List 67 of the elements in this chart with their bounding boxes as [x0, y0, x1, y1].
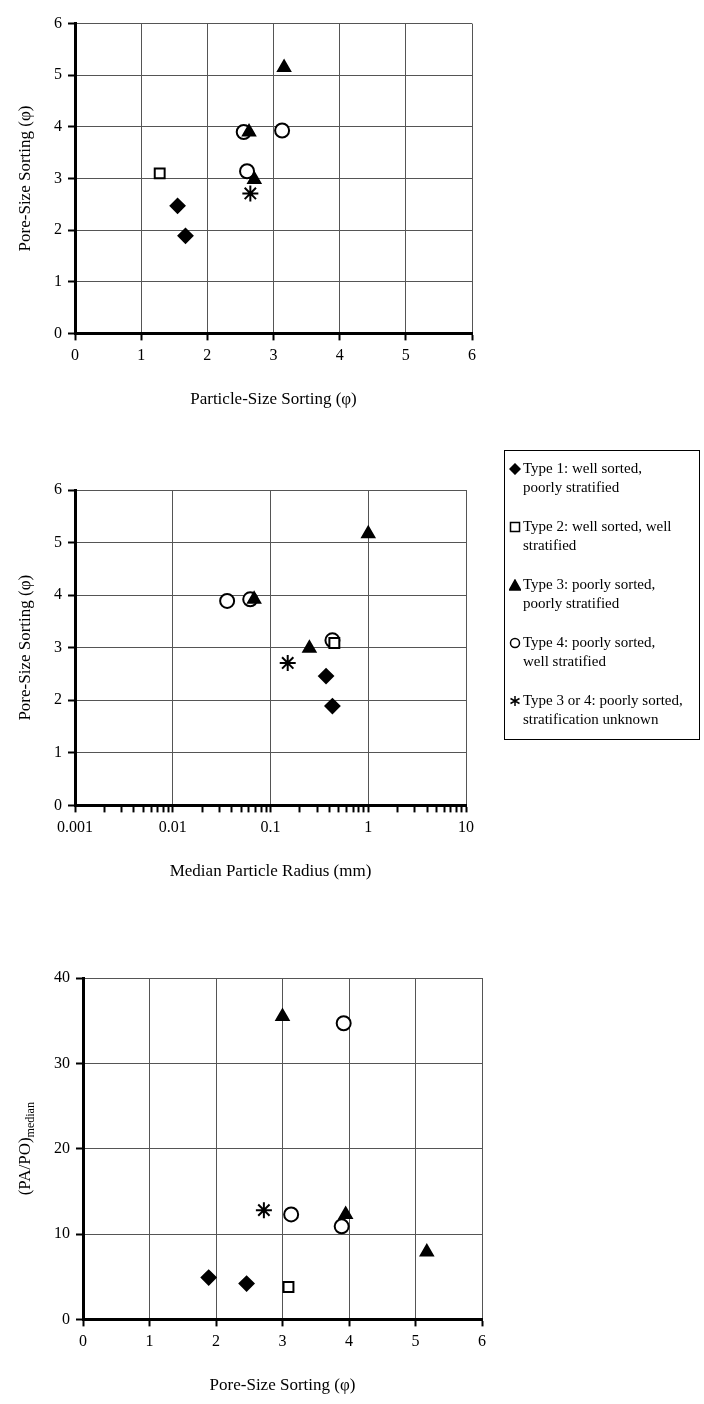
y-axis-title: (PA/PO)median	[15, 1102, 38, 1196]
point	[200, 1269, 217, 1286]
point	[419, 1243, 434, 1257]
point	[247, 171, 262, 185]
point	[275, 1008, 290, 1021]
x-tick-label: 3	[278, 1332, 287, 1350]
point	[241, 124, 257, 137]
legend-label: Type 3: poorly sorted, poorly stratified	[523, 575, 657, 613]
y-tick-label: 4	[54, 117, 62, 135]
x-tick-label: 1	[137, 346, 146, 364]
point	[239, 163, 256, 180]
y-tick-label: 40	[54, 968, 70, 986]
x-tick-label: 10	[458, 818, 474, 836]
point	[238, 1275, 255, 1292]
x-tick-label: 5	[411, 1332, 420, 1350]
y-tick-label: 10	[54, 1224, 70, 1242]
x-tick-label: 6	[478, 1332, 486, 1350]
y-tick-label: 6	[54, 13, 62, 31]
point	[333, 1218, 350, 1235]
y-tick-label: 20	[54, 1138, 70, 1156]
point	[282, 1281, 295, 1293]
y-tick-label: 4	[54, 585, 62, 603]
x-tick-label: 4	[335, 346, 344, 364]
x-tick-label: 0.1	[260, 818, 281, 836]
y-tick-label: 5	[54, 65, 62, 83]
point	[254, 1201, 273, 1220]
point	[335, 1015, 352, 1032]
y-tick-label: 0	[62, 1309, 70, 1327]
y-tick-label: 1	[54, 743, 62, 761]
x-tick-label: 4	[345, 1332, 353, 1350]
x-tick-label: 0	[79, 1332, 87, 1350]
y-tick-label: 0	[54, 323, 62, 341]
y-tick-label: 2	[54, 690, 62, 708]
point	[241, 184, 260, 203]
point	[153, 167, 166, 180]
x-tick-label: 2	[203, 346, 212, 364]
y-tick-label: 0	[54, 795, 62, 813]
x-tick-label: 2	[212, 1332, 220, 1350]
x-tick-label: 0.001	[57, 818, 93, 836]
y-tick-label: 3	[54, 637, 62, 655]
point	[169, 197, 186, 214]
y-tick-label: 6	[54, 480, 62, 498]
y-tick-label: 30	[54, 1053, 70, 1071]
y-axis-title: Pore-Size Sorting (φ)	[15, 105, 35, 252]
point	[274, 122, 291, 139]
point	[277, 59, 292, 72]
x-axis-title: Particle-Size Sorting (φ)	[190, 389, 357, 409]
y-tick-label: 3	[54, 168, 62, 186]
x-tick-label: 3	[269, 346, 278, 364]
x-axis-title: Median Particle Radius (mm)	[169, 861, 372, 881]
legend-label: Type 3 or 4: poorly sorted, stratification unknown	[523, 691, 683, 729]
legend-label: Type 1: well sorted, poorly stratified	[523, 459, 643, 497]
x-tick-label: 1	[364, 818, 373, 836]
x-tick-label: 5	[401, 346, 410, 364]
point	[283, 1206, 300, 1223]
point	[177, 227, 194, 244]
x-tick-label: 0.01	[158, 818, 187, 836]
y-tick-label: 1	[54, 271, 62, 289]
y-tick-label: 2	[54, 220, 62, 238]
y-tick-label: 5	[54, 532, 62, 550]
x-tick-label: 1	[145, 1332, 154, 1350]
x-axis-title: Pore-Size Sorting (φ)	[209, 1375, 356, 1395]
y-axis-title: Pore-Size Sorting (φ)	[15, 574, 35, 721]
point	[338, 1206, 353, 1219]
legend-label: Type 2: well sorted, well stratified	[523, 517, 673, 555]
legend-label: Type 4: poorly sorted, well stratified	[523, 633, 657, 671]
x-tick-label: 6	[468, 346, 476, 364]
